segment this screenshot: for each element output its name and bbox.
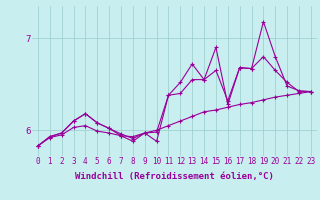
X-axis label: Windchill (Refroidissement éolien,°C): Windchill (Refroidissement éolien,°C) bbox=[75, 172, 274, 181]
